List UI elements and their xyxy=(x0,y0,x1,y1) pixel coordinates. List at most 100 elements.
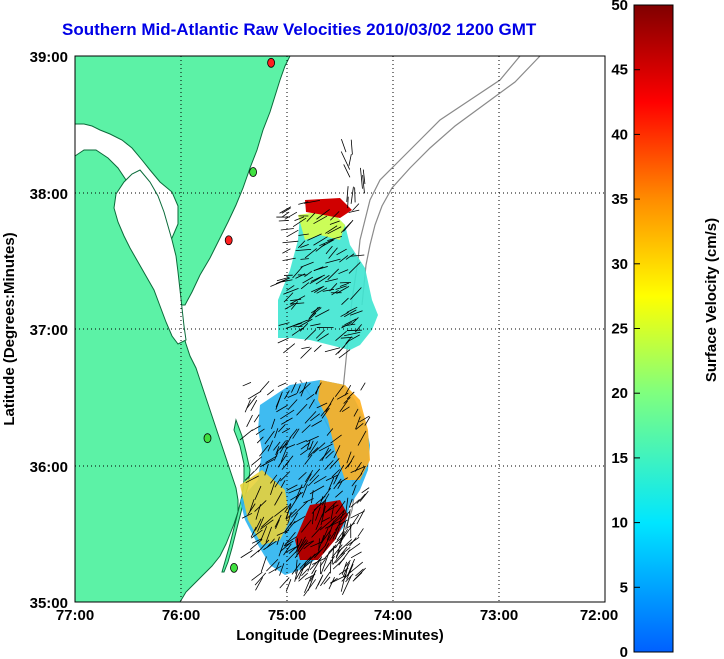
current-vector xyxy=(359,490,369,502)
current-vector xyxy=(280,228,294,231)
current-vector xyxy=(245,475,259,484)
current-vector xyxy=(241,512,253,519)
current-vector xyxy=(303,199,320,204)
current-vector xyxy=(339,400,348,413)
current-vector xyxy=(350,310,363,316)
current-vector xyxy=(298,471,307,480)
current-vector xyxy=(300,347,312,359)
current-vector xyxy=(314,286,324,293)
current-vector xyxy=(244,470,255,481)
current-vector xyxy=(340,311,349,317)
current-vector xyxy=(338,549,351,566)
colorbar-tick-label: 15 xyxy=(611,450,628,467)
current-vector xyxy=(294,216,305,222)
colorbar-tick-label: 25 xyxy=(611,321,628,338)
current-vector xyxy=(295,273,306,279)
x-tick-label: 74:00 xyxy=(374,607,412,624)
current-vector xyxy=(346,186,349,202)
current-vector xyxy=(315,275,330,285)
current-vector xyxy=(304,454,313,465)
current-vector xyxy=(325,474,339,481)
current-vector xyxy=(312,511,315,525)
current-vector xyxy=(240,550,253,559)
current-vector xyxy=(296,439,308,446)
current-vector xyxy=(340,547,351,556)
current-vector xyxy=(336,286,350,294)
current-vector xyxy=(284,390,290,400)
current-vector xyxy=(284,303,295,310)
current-vector xyxy=(284,540,294,547)
current-vector xyxy=(340,151,351,170)
current-vector xyxy=(348,334,360,342)
current-vector xyxy=(351,473,363,487)
current-vector xyxy=(309,276,323,284)
current-vector xyxy=(334,385,344,398)
current-vector xyxy=(354,187,356,203)
current-vector xyxy=(280,446,288,463)
colorbar-tick-label: 40 xyxy=(611,126,628,143)
current-vector xyxy=(350,254,365,257)
current-vector xyxy=(281,428,291,434)
current-vector xyxy=(352,203,360,211)
current-vector xyxy=(330,211,340,221)
x-tick-label: 75:00 xyxy=(268,607,306,624)
current-vector xyxy=(327,226,342,235)
current-vector xyxy=(340,574,346,592)
current-vector xyxy=(285,508,297,520)
current-vector xyxy=(279,440,288,454)
grid-lines xyxy=(75,56,605,602)
x-tick-label: 72:00 xyxy=(580,607,618,624)
current-vector xyxy=(328,477,335,491)
y-tick-label: 36:00 xyxy=(30,459,68,476)
current-vector xyxy=(324,501,338,514)
current-vector xyxy=(299,382,311,394)
current-vector xyxy=(300,258,309,260)
current-vector xyxy=(341,323,356,327)
current-vector xyxy=(303,473,312,488)
current-vector xyxy=(347,196,349,209)
x-tick-label: 73:00 xyxy=(480,607,518,624)
current-vector xyxy=(343,164,351,178)
current-vector xyxy=(286,444,296,449)
current-vector xyxy=(260,556,267,573)
current-vector xyxy=(290,301,299,310)
current-vector xyxy=(263,540,277,551)
current-vector xyxy=(322,288,335,292)
colorbar-ticks: 0 5 10 15 20 25 30 35 40 45 50 xyxy=(611,0,640,659)
current-vector xyxy=(304,575,313,593)
current-vector xyxy=(351,484,357,496)
station-marker xyxy=(203,433,212,444)
current-vector xyxy=(289,512,298,526)
current-vector xyxy=(321,493,330,506)
current-vector xyxy=(308,441,318,456)
current-vector xyxy=(254,518,262,531)
current-vector xyxy=(307,559,313,572)
current-vector xyxy=(280,480,286,488)
current-vector xyxy=(313,266,324,272)
y-tick-labels: 35:00 36:00 37:00 38:00 39:00 xyxy=(30,49,68,612)
current-vector xyxy=(296,538,298,557)
current-vector xyxy=(267,440,274,452)
colorbar-tick-label: 50 xyxy=(611,0,628,14)
current-vector xyxy=(286,505,291,518)
current-vector xyxy=(300,244,309,248)
current-vector xyxy=(270,480,276,495)
current-vector xyxy=(337,480,343,489)
current-vector xyxy=(328,512,346,528)
current-vector xyxy=(287,229,299,237)
current-vector xyxy=(290,298,302,302)
current-vector xyxy=(324,278,338,283)
current-vector xyxy=(298,561,307,580)
current-vector xyxy=(286,285,295,291)
current-vector xyxy=(335,500,346,514)
current-vector xyxy=(300,261,314,268)
current-vector xyxy=(310,307,322,317)
current-vector xyxy=(274,491,283,506)
current-vector xyxy=(257,516,265,532)
current-vector xyxy=(308,399,315,409)
current-vector xyxy=(320,551,330,575)
current-vector xyxy=(282,257,296,262)
current-vector xyxy=(283,532,296,547)
current-vector xyxy=(325,245,333,255)
current-vector xyxy=(325,397,335,413)
